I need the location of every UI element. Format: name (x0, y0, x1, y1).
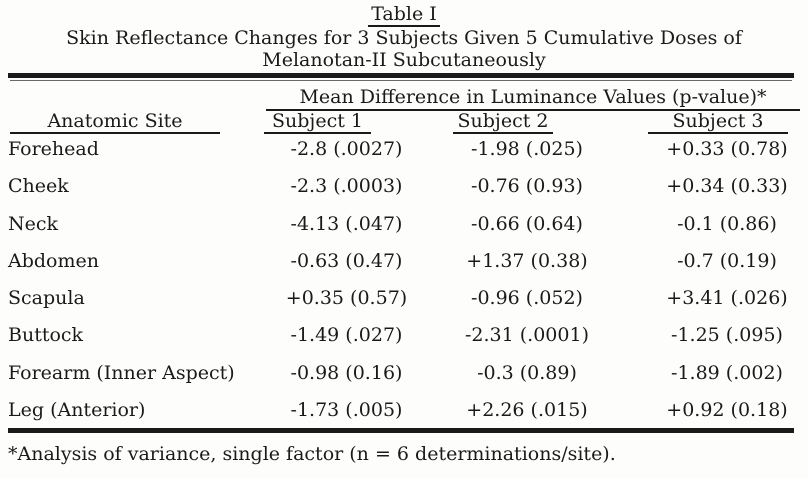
table-row: Scapula +0.35 (0.57) -0.96 (.052) +3.41 … (8, 288, 798, 325)
subject-2-value-cell: +1.37 (0.38) (466, 249, 588, 272)
subject-1-value-cell: -2.8 (.0027) (290, 138, 403, 160)
table-row: Neck -4.13 (.047) -0.66 (0.64) -0.1 (0.8… (8, 212, 798, 251)
column-header-cell: Subject 2 (430, 112, 610, 134)
subject-3-value-cell: -0.1 (0.86) (677, 212, 777, 235)
subject-1-value-cell: -1.73 (.005) (290, 399, 403, 422)
table-row: Forehead -2.8 (.0027) -1.98 (.025) +0.33… (8, 139, 798, 176)
table-row: Buttock -1.49 (.027) -2.31 (.0001) -1.25… (8, 325, 798, 362)
column-header-subject-1: Subject 1 (264, 112, 371, 134)
table-body: Forehead -2.8 (.0027) -1.98 (.025) +0.33… (8, 139, 798, 437)
subject-1-value-cell: -0.98 (0.16) (290, 361, 403, 384)
table-row: Leg (Anterior) -1.73 (.005) +2.26 (.015)… (8, 400, 798, 437)
subject-2-value-cell: -0.3 (0.89) (477, 361, 577, 384)
anatomic-site-cell: Forearm (Inner Aspect) (8, 361, 235, 384)
table-caption-line-2: Melanotan-II Subcutaneously (262, 49, 546, 71)
column-header-cell: Anatomic Site (8, 112, 255, 134)
column-header-subject-2: Subject 2 (453, 112, 553, 134)
subject-2-value-cell: -2.31 (.0001) (465, 324, 589, 347)
subject-3-value-cell: -1.25 (.095) (671, 324, 783, 347)
subject-3-value-cell: +0.92 (0.18) (666, 399, 788, 422)
table-caption-line-1: Skin Reflectance Changes for 3 Subjects … (66, 27, 742, 49)
anatomic-site-cell: Leg (Anterior) (8, 399, 146, 422)
top-double-rule (8, 73, 794, 81)
anatomic-site-cell: Neck (8, 212, 59, 235)
subject-1-value-cell: -2.3 (.0003) (290, 175, 403, 198)
subject-2-value-cell: -0.66 (0.64) (471, 212, 583, 235)
column-header-cell: Subject 1 (255, 112, 430, 134)
column-header-subject-3: Subject 3 (648, 112, 788, 134)
subject-1-value-cell: +0.35 (0.57) (285, 287, 408, 310)
subject-1-value-cell: -1.49 (.027) (290, 324, 403, 347)
subject-2-value-cell: +2.26 (.015) (466, 399, 588, 422)
subject-3-value-cell: +0.34 (0.33) (666, 175, 788, 198)
group-header-mean-difference: Mean Difference in Luminance Values (p-v… (266, 87, 800, 111)
group-header-row: Mean Difference in Luminance Values (p-v… (8, 87, 800, 111)
subject-3-value-cell: +3.41 (.026) (666, 287, 788, 310)
subject-3-value-cell: -0.7 (0.19) (677, 249, 777, 272)
anatomic-site-cell: Cheek (8, 175, 69, 198)
table-row: Forearm (Inner Aspect) -0.98 (0.16) -0.3… (8, 361, 798, 400)
subject-3-value-cell: -1.89 (.002) (671, 361, 783, 384)
anatomic-site-cell: Scapula (8, 287, 85, 310)
table-row: Abdomen -0.63 (0.47) +1.37 (0.38) -0.7 (… (8, 249, 798, 288)
column-header-cell: Subject 3 (610, 112, 798, 134)
column-header-row: Anatomic Site Subject 1 Subject 2 Subjec… (8, 112, 798, 134)
anatomic-site-cell: Buttock (8, 324, 84, 347)
subject-2-value-cell: -0.76 (0.93) (471, 175, 583, 198)
table-row: Cheek -2.3 (.0003) -0.76 (0.93) +0.34 (0… (8, 176, 798, 213)
footnote: *Analysis of variance, single factor (n … (8, 443, 616, 465)
subject-2-value-cell: -1.98 (.025) (471, 138, 583, 160)
anatomic-site-cell: Abdomen (8, 249, 99, 272)
subject-1-value-cell: -0.63 (0.47) (290, 249, 403, 272)
anatomic-site-cell: Forehead (8, 138, 99, 160)
column-header-anatomic-site: Anatomic Site (10, 112, 220, 134)
table-label-row: Table I (0, 3, 808, 27)
table-title-block: Table I Skin Reflectance Changes for 3 S… (0, 3, 808, 71)
bottom-rule (8, 428, 794, 433)
subject-1-value-cell: -4.13 (.047) (290, 212, 403, 235)
table-label: Table I (368, 3, 440, 27)
subject-3-value-cell: +0.33 (0.78) (666, 138, 788, 160)
subject-2-value-cell: -0.96 (.052) (471, 287, 583, 310)
